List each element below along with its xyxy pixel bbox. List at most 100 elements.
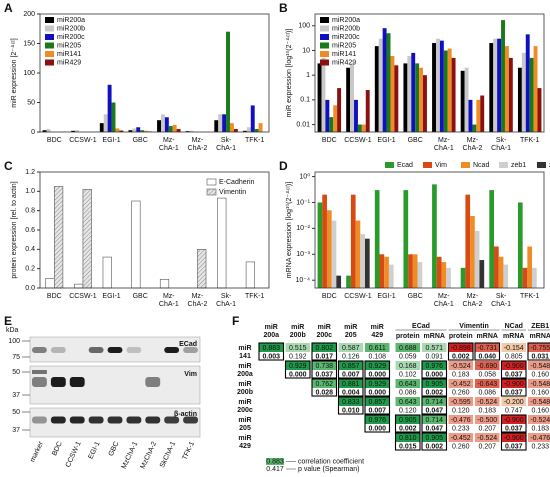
p-value: 0.183 (531, 425, 549, 432)
row-header: miR 200a (237, 363, 253, 378)
y-tick-label: 200 (23, 11, 35, 18)
cell-fill (285, 361, 310, 370)
x-tick-label: Mz-ChA-2 (463, 137, 483, 152)
p-value: 0.183 (478, 407, 496, 414)
bar (331, 220, 337, 288)
bar (503, 264, 509, 288)
bar (532, 267, 537, 288)
p-value: 0.160 (531, 371, 549, 378)
significance-box (394, 414, 421, 433)
row-header: miR 200b (237, 381, 253, 396)
bar (337, 88, 342, 132)
p-value: 0.059 (399, 353, 417, 360)
cell-fill (312, 343, 337, 352)
correlation: -0.900 (504, 435, 524, 442)
cell-fill (528, 397, 550, 406)
x-tick-label: CCSW-1 (69, 137, 97, 144)
legend-label: miR200b (57, 25, 85, 32)
bar (394, 65, 399, 132)
bar (361, 124, 366, 132)
cell-fill (365, 415, 390, 424)
cell-fill (528, 433, 550, 442)
p-value: 0.126 (342, 353, 360, 360)
correlation: -0.548 (530, 363, 550, 370)
cell-fill (475, 433, 500, 442)
bar (346, 67, 351, 132)
bar (382, 28, 387, 132)
bar (365, 90, 370, 132)
bar (246, 127, 251, 132)
legend-swatch (45, 17, 54, 23)
column-header: miR 429 (371, 324, 384, 339)
group-header: NCad (505, 323, 523, 330)
legend-swatch (423, 162, 432, 168)
correlation: 0.810 (399, 435, 417, 442)
correlation: 0.714 (425, 399, 443, 406)
x-tick-label: TFK-1 (520, 293, 540, 300)
x-tick-label: Mz-ChA-1 (159, 293, 179, 308)
x-tick-label: Mz-ChA-2 (463, 293, 483, 308)
correlation: -0.476 (451, 417, 471, 424)
y-axis-label: miR expression [log¹⁰(2⁻ᐞᶜᵗ)] (285, 29, 293, 118)
legend-swatch (320, 34, 329, 40)
x-tick-label: EGI-1 (102, 293, 120, 300)
bar (479, 260, 485, 288)
bar (472, 124, 477, 132)
p-value: 0.007 (368, 407, 386, 414)
cell-fill (501, 433, 526, 442)
significance-box (527, 342, 550, 361)
panel-label: E (4, 314, 12, 328)
bar (419, 67, 424, 132)
legend-label: correlation coefficient (298, 458, 364, 465)
lane-label: MzChA-2 (140, 441, 159, 470)
legend-swatch (45, 42, 54, 49)
bar (415, 63, 420, 132)
bar (446, 267, 451, 288)
y-tick-label: 0.8 (25, 208, 35, 215)
bar (119, 130, 124, 132)
bar (423, 75, 427, 132)
panel-label: B (279, 1, 288, 15)
row-header: miR 141 (238, 345, 251, 360)
blot-band (32, 416, 47, 424)
blot-band (145, 416, 161, 424)
bar (329, 117, 334, 132)
correlation: 0.762 (315, 381, 333, 388)
bar (407, 55, 412, 132)
cell-fill (528, 361, 550, 370)
panel-label: F (232, 314, 239, 328)
panel-label: A (4, 1, 13, 15)
bar (517, 67, 522, 132)
cell-fill (365, 379, 390, 388)
legend-label: miR429 (332, 59, 356, 66)
p-value: 0.017 (315, 353, 333, 360)
column-header: miR 200b (290, 324, 306, 339)
p-value: 0.260 (452, 443, 470, 450)
p-value: 0.207 (478, 443, 496, 450)
bar (493, 38, 498, 133)
bar (497, 38, 502, 133)
cell-fill (448, 343, 473, 352)
p-value: 0.015 (399, 443, 417, 450)
row-header: miR 205 (238, 417, 251, 432)
bar (317, 202, 323, 288)
bar (355, 220, 361, 288)
significance-box (311, 378, 338, 397)
bar (464, 67, 469, 132)
blot-band (164, 416, 180, 424)
blot-band (32, 347, 47, 353)
plot-frame (39, 171, 270, 289)
p-value: 0.003 (262, 353, 280, 360)
cell-fill (338, 361, 363, 370)
cell-fill (475, 397, 500, 406)
column-header: protein (449, 333, 473, 340)
p-value: 0.000 (368, 371, 386, 378)
legend-sample: 0.883 (266, 458, 284, 465)
bar (159, 278, 170, 289)
bar (71, 130, 76, 132)
bar (504, 46, 509, 133)
cell-fill (259, 343, 284, 352)
correlation: 0.857 (342, 363, 360, 370)
x-tick-label: BDC (47, 293, 62, 300)
cell-fill (285, 343, 310, 352)
